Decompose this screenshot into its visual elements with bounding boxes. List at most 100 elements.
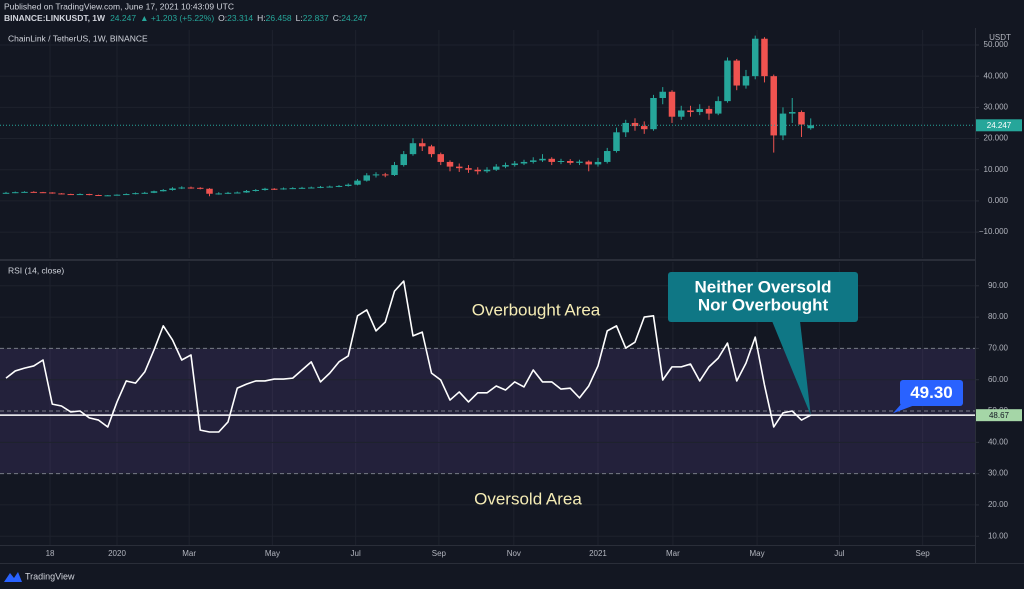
- brand-name: TradingView: [25, 571, 75, 581]
- y-tick-label: 10.000: [984, 165, 1009, 174]
- candle-body: [566, 160, 574, 163]
- x-tick-label: 2021: [589, 549, 607, 558]
- candle-body: [344, 184, 352, 186]
- x-tick-label: Jul: [834, 549, 844, 558]
- published-line: Published on TradingView.com, June 17, 2…: [4, 1, 234, 11]
- candle-body: [169, 188, 176, 191]
- candle-body: [631, 122, 639, 127]
- candle-body: [76, 194, 84, 196]
- rsi-line: [5, 280, 812, 433]
- overbought-label: Overbought Area: [472, 300, 601, 319]
- candle-body: [770, 76, 777, 136]
- unit-label: USDT: [989, 33, 1011, 42]
- candle-body: [363, 175, 370, 181]
- y-tick-label: 50.000: [984, 40, 1009, 49]
- price-pane-title: ChainLink / TetherUS, 1W, BINANCE: [8, 33, 148, 43]
- candle-body: [326, 186, 333, 188]
- candle-body: [659, 91, 666, 98]
- candle-body: [529, 160, 537, 162]
- x-tick-label: Mar: [666, 549, 680, 558]
- candle-body: [252, 190, 260, 192]
- candle-body: [733, 60, 740, 86]
- candle-body: [622, 122, 629, 133]
- candle-body: [742, 76, 750, 86]
- candle-body: [788, 112, 796, 114]
- y-tick-label: 30.00: [988, 469, 1009, 478]
- candle-body: [539, 158, 546, 161]
- candle-body: [243, 190, 250, 193]
- candle-body: [677, 110, 685, 117]
- close-value: 24.247: [341, 13, 367, 23]
- candle-body: [95, 194, 102, 196]
- candle-body: [141, 192, 149, 194]
- x-tick-label: Sep: [432, 549, 447, 558]
- x-tick-label: Nov: [507, 549, 521, 558]
- rsi-pane-title: RSI (14, close): [8, 265, 64, 275]
- candle-body: [104, 195, 112, 197]
- candle-body: [67, 194, 75, 196]
- candle-body: [289, 188, 296, 190]
- x-tick-label: Mar: [182, 549, 196, 558]
- symbol-line: BINANCE:LINKUSDT, 1W 24.247 ▲ +1.203 (+5.2…: [4, 13, 368, 23]
- candle-body: [779, 113, 787, 136]
- x-tick-label: 2020: [108, 549, 126, 558]
- candle-body: [30, 191, 38, 193]
- y-tick-label: 40.000: [984, 71, 1009, 80]
- x-tick-label: May: [265, 549, 280, 558]
- y-tick-label: 60.00: [988, 375, 1009, 384]
- candle-body: [381, 174, 389, 176]
- last-price-badge-text: 24.247: [987, 121, 1012, 130]
- logo-shape: [4, 572, 22, 582]
- y-tick-label: 40.00: [988, 437, 1009, 446]
- candle-body: [132, 193, 139, 195]
- callout-box: [668, 272, 858, 322]
- candle-body: [400, 154, 407, 166]
- candle-body: [307, 187, 315, 189]
- candle-body: [372, 174, 380, 176]
- candle-body: [58, 193, 65, 195]
- symbol: BINANCE:LINKUSDT, 1W: [4, 13, 106, 23]
- candle-body: [696, 108, 703, 113]
- candle-body: [418, 143, 426, 147]
- candle-body: [705, 108, 713, 114]
- candle-body: [12, 192, 19, 194]
- candle-body: [123, 194, 130, 196]
- candle-body: [446, 161, 454, 167]
- close-label: C:: [333, 13, 342, 23]
- low-value: 22.837: [303, 13, 329, 23]
- brand-logo: [4, 572, 22, 582]
- candle-body: [271, 188, 278, 190]
- high-value: 26.458: [266, 13, 292, 23]
- rsi-badge-text: 48.67: [989, 411, 1010, 420]
- candle-body: [465, 168, 472, 170]
- candle-body: [113, 194, 121, 196]
- candle-body: [714, 101, 722, 114]
- y-tick-label: 30.000: [984, 102, 1009, 111]
- candle-body: [187, 187, 195, 189]
- callout-pointer: [772, 321, 811, 416]
- x-tick-label: May: [750, 549, 765, 558]
- candle-body: [39, 192, 47, 194]
- candle-body: [687, 110, 694, 113]
- last-price-badge: [976, 119, 1022, 132]
- candle-body: [548, 158, 555, 162]
- candle-body: [428, 146, 435, 155]
- candle-body: [178, 187, 186, 189]
- price-label-box: [900, 380, 963, 406]
- candle-body: [224, 192, 232, 194]
- candle-body: [21, 191, 28, 193]
- x-tick-label: Jul: [351, 549, 361, 558]
- candle-body: [280, 188, 287, 190]
- candle-body: [650, 97, 657, 130]
- candle-body: [160, 190, 167, 192]
- candle-body: [86, 194, 93, 196]
- oversold-label: Oversold Area: [474, 489, 582, 508]
- candle-body: [2, 192, 10, 194]
- candle-body: [761, 38, 768, 77]
- candle-body: [437, 154, 444, 162]
- y-tick-label: 20.00: [988, 500, 1009, 509]
- y-tick-label: 10.00: [988, 531, 1009, 540]
- candle-body: [603, 151, 611, 162]
- candle-body: [511, 163, 518, 166]
